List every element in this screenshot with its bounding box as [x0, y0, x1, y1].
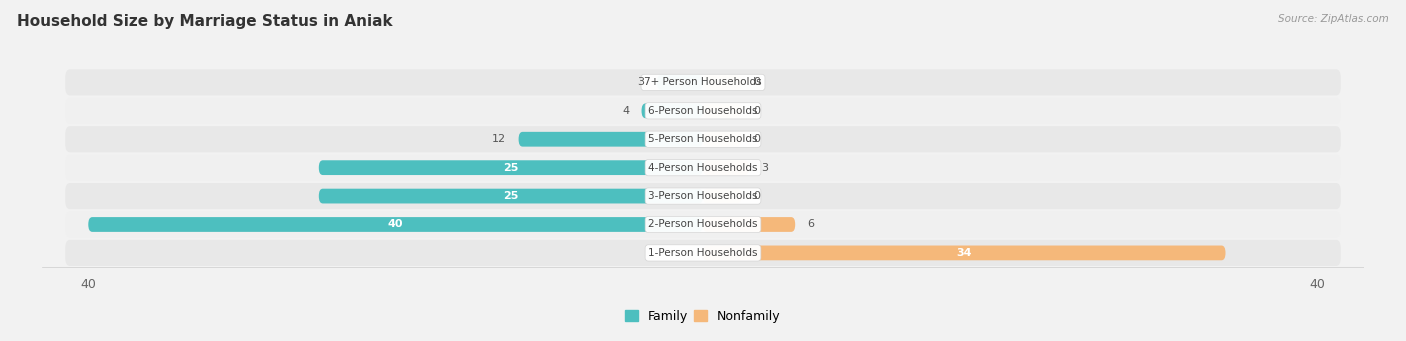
FancyBboxPatch shape	[657, 75, 703, 90]
Text: 4: 4	[621, 106, 630, 116]
FancyBboxPatch shape	[65, 154, 1341, 181]
Text: 7+ Person Households: 7+ Person Households	[644, 77, 762, 87]
FancyBboxPatch shape	[703, 246, 1226, 260]
FancyBboxPatch shape	[65, 69, 1341, 95]
FancyBboxPatch shape	[703, 217, 796, 232]
FancyBboxPatch shape	[703, 103, 741, 118]
Text: 3-Person Households: 3-Person Households	[648, 191, 758, 201]
FancyBboxPatch shape	[703, 189, 741, 204]
FancyBboxPatch shape	[89, 217, 703, 232]
FancyBboxPatch shape	[65, 126, 1341, 152]
FancyBboxPatch shape	[65, 98, 1341, 124]
FancyBboxPatch shape	[65, 240, 1341, 266]
FancyBboxPatch shape	[703, 132, 741, 147]
Text: 3: 3	[762, 163, 769, 173]
Text: 0: 0	[754, 106, 761, 116]
Text: Household Size by Marriage Status in Aniak: Household Size by Marriage Status in Ani…	[17, 14, 392, 29]
Text: 2-Person Households: 2-Person Households	[648, 220, 758, 229]
Text: 25: 25	[503, 191, 519, 201]
Text: 6: 6	[807, 220, 814, 229]
FancyBboxPatch shape	[65, 211, 1341, 238]
FancyBboxPatch shape	[519, 132, 703, 147]
Text: 40: 40	[388, 220, 404, 229]
Text: 0: 0	[754, 77, 761, 87]
Text: 34: 34	[956, 248, 972, 258]
Text: 6-Person Households: 6-Person Households	[648, 106, 758, 116]
FancyBboxPatch shape	[641, 103, 703, 118]
Legend: Family, Nonfamily: Family, Nonfamily	[620, 305, 786, 328]
Text: 0: 0	[754, 134, 761, 144]
Text: 25: 25	[503, 163, 519, 173]
FancyBboxPatch shape	[703, 75, 741, 90]
FancyBboxPatch shape	[319, 189, 703, 204]
FancyBboxPatch shape	[703, 160, 749, 175]
FancyBboxPatch shape	[319, 160, 703, 175]
Text: 1-Person Households: 1-Person Households	[648, 248, 758, 258]
Text: Source: ZipAtlas.com: Source: ZipAtlas.com	[1278, 14, 1389, 24]
Text: 4-Person Households: 4-Person Households	[648, 163, 758, 173]
Text: 12: 12	[492, 134, 506, 144]
Text: 3: 3	[637, 77, 644, 87]
Text: 0: 0	[754, 191, 761, 201]
FancyBboxPatch shape	[65, 183, 1341, 209]
Text: 5-Person Households: 5-Person Households	[648, 134, 758, 144]
